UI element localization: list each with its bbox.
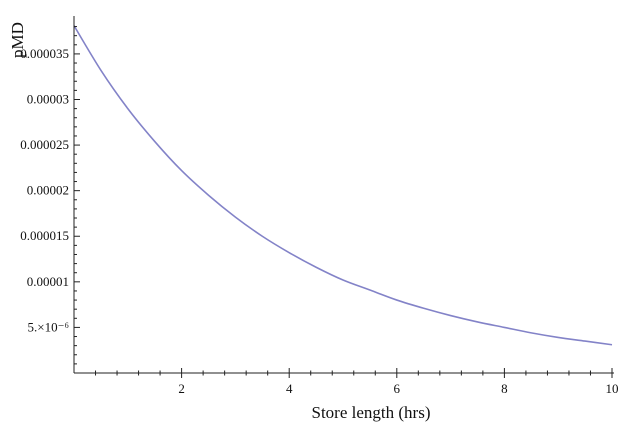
x-tick-label: 2 [178, 381, 185, 396]
x-tick-label: 4 [286, 381, 293, 396]
x-axis-title: Store length (hrs) [312, 403, 431, 422]
y-axis-ticks: 5.×10⁻⁶ 0.00001 0.000015 0.00002 0.000025 0.0… [20, 26, 80, 365]
y-tick-label: 0.000025 [20, 137, 69, 152]
y-tick-label: 0.00001 [27, 274, 69, 289]
y-tick-label: 5.×10⁻⁶ [28, 319, 69, 334]
y-tick-label: 0.000035 [20, 46, 69, 61]
plot-area [73, 25, 613, 346]
y-axis-title: pMD [8, 22, 27, 58]
x-tick-label: 10 [606, 381, 619, 396]
series-line [73, 25, 613, 346]
y-tick-label: 0.00002 [27, 183, 69, 198]
y-tick-label: 0.000015 [20, 228, 69, 243]
y-tick-label: 0.00003 [27, 91, 69, 106]
x-axis-ticks: 2 4 6 8 10 [95, 368, 619, 396]
x-tick-label: 6 [394, 381, 401, 396]
x-tick-label: 8 [501, 381, 508, 396]
